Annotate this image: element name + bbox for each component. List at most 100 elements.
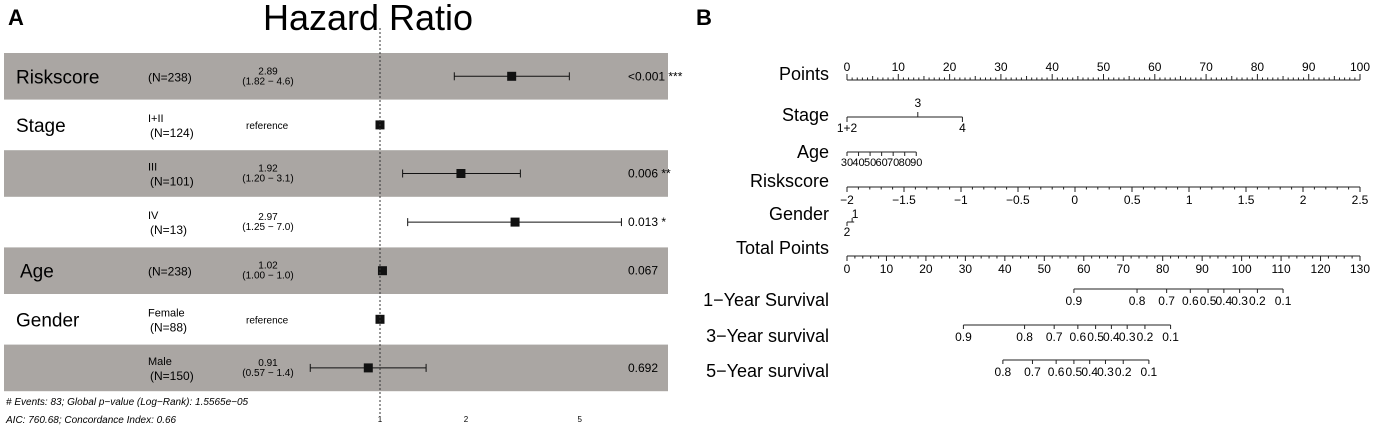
nomogram-scales: Points 0 10 20 30 40 50 60 70 80 90 100Stage1+234Ag…: [703, 60, 1370, 381]
forest-level-label: I+II: [148, 113, 164, 125]
nomogram-tick-label: 0: [844, 60, 851, 74]
nomogram-tick-label: 1: [1186, 193, 1193, 207]
forest-ci-label: (1.25 − 7.0): [242, 222, 293, 233]
nomogram-tick-label: 0.8: [1129, 294, 1146, 308]
nomogram-tick-label: 1.5: [1238, 193, 1255, 207]
nomogram-tick-label: 70: [887, 157, 899, 169]
nomogram-tick-label: 3: [914, 96, 921, 110]
forest-plot-panel: A Hazard Ratio Riskscore (N=238) 2.89(1.82…: [4, 0, 683, 426]
nomogram-tick-label: 80: [1156, 262, 1170, 276]
nomogram-tick-label: 0.3: [1119, 330, 1136, 344]
nomogram-tick-label: 0.3: [1097, 365, 1114, 379]
nomogram-tick-label: 0.1: [1275, 294, 1292, 308]
nomogram-tick-label: 80: [1251, 60, 1265, 74]
forest-row-shade: [4, 247, 668, 294]
nomogram-row-label: Total Points: [736, 238, 829, 258]
forest-ci-label: (0.57 − 1.4): [242, 368, 293, 379]
nomogram-tick-label: 30: [994, 60, 1008, 74]
nomogram-tick-label: 0.4: [1216, 294, 1233, 308]
nomogram-tick-label: 0.1: [1141, 365, 1158, 379]
nomogram-tick-label: 2: [1300, 193, 1307, 207]
forest-axis-tick-label: 1: [378, 415, 383, 424]
nomogram-tick-label: 0.5: [1200, 294, 1217, 308]
nomogram-tick-label: 0.1: [1162, 330, 1179, 344]
nomogram-tick-label: 60: [876, 157, 888, 169]
forest-level-label: Male: [148, 356, 172, 368]
nomogram-tick-label: 0.8: [995, 365, 1012, 379]
forest-footnote-events: # Events: 83; Global p−value (Log−Rank):…: [6, 397, 249, 408]
forest-ci-label: (1.82 − 4.6): [242, 76, 293, 87]
nomogram-tick-label: 90: [910, 157, 922, 169]
forest-p-value: <0.001 ***: [628, 69, 683, 83]
nomogram-tick-label: 2: [844, 225, 851, 239]
nomogram-row-label: Riskscore: [750, 171, 829, 191]
forest-row-shade: [4, 150, 668, 197]
nomogram-tick-label: 0.9: [955, 330, 972, 344]
nomogram-row-label: 3−Year survival: [706, 326, 829, 346]
nomogram-tick-label: 90: [1195, 262, 1209, 276]
nomogram-tick-label: 0.3: [1231, 294, 1248, 308]
nomogram-tick-label: 30: [959, 262, 973, 276]
nomogram-tick-label: 120: [1311, 262, 1331, 276]
nomogram-tick-label: 70: [1117, 262, 1131, 276]
forest-ci-label: (1.00 − 1.0): [242, 271, 293, 282]
forest-hr-label: 0.91: [258, 358, 278, 369]
forest-variable-label: Age: [20, 262, 54, 283]
forest-variable-label: Gender: [16, 310, 80, 331]
panel-b-label: B: [696, 5, 712, 30]
forest-level-label: Female: [148, 307, 185, 319]
nomogram-tick-label: 50: [864, 157, 876, 169]
nomogram-tick-label: 0.7: [1024, 365, 1041, 379]
nomogram-tick-label: 0.7: [1046, 330, 1063, 344]
nomogram-tick-label: 40: [1046, 60, 1060, 74]
nomogram-tick-label: 0.8: [1016, 330, 1033, 344]
nomogram-tick-label: 0.2: [1115, 365, 1132, 379]
nomogram-tick-label: −1: [954, 193, 968, 207]
nomogram-tick-label: 50: [1097, 60, 1111, 74]
forest-rows: Riskscore (N=238) 2.89(1.82 − 4.6) <0.001 *…: [4, 53, 683, 392]
forest-estimate-marker: [510, 217, 520, 227]
nomogram-tick-label: 1+2: [837, 121, 858, 135]
forest-n-label: (N=101): [150, 175, 194, 189]
forest-axis-tick-label: 5: [577, 415, 582, 424]
nomogram-tick-label: 0.5: [1066, 365, 1083, 379]
forest-variable-label: Riskscore: [16, 67, 99, 88]
nomogram-tick-label: 80: [899, 157, 911, 169]
nomogram-tick-label: 100: [1350, 60, 1370, 74]
nomogram-tick-label: 50: [1038, 262, 1052, 276]
nomogram-tick-label: 10: [892, 60, 906, 74]
forest-estimate-marker: [375, 314, 385, 324]
nomogram-tick-label: −0.5: [1006, 193, 1030, 207]
nomogram-tick-label: 0: [844, 262, 851, 276]
forest-estimate-marker: [377, 266, 387, 276]
nomogram-tick-label: 0.6: [1070, 330, 1087, 344]
nomogram-tick-label: 70: [1199, 60, 1213, 74]
nomogram-tick-label: 0.4: [1081, 365, 1098, 379]
forest-p-value: 0.692: [628, 361, 658, 375]
nomogram-tick-label: 4: [959, 121, 966, 135]
forest-level-label: IV: [148, 210, 159, 222]
forest-estimate-marker: [363, 363, 373, 373]
nomogram-tick-label: 0: [1071, 193, 1078, 207]
nomogram-tick-label: 2.5: [1352, 193, 1369, 207]
forest-axis-tick-label: 2: [464, 415, 469, 424]
nomogram-tick-label: 0.9: [1066, 294, 1083, 308]
panel-a-label: A: [8, 5, 24, 30]
nomogram-tick-label: 10: [880, 262, 894, 276]
forest-n-label: (N=150): [150, 369, 194, 383]
forest-variable-label: Stage: [16, 116, 66, 137]
nomogram-row-label: Gender: [769, 204, 829, 224]
forest-p-value: 0.006 **: [628, 167, 671, 181]
nomogram-tick-label: 0.6: [1182, 294, 1199, 308]
nomogram-panel: B Points 0 10 20 30 40 50 60 70 80 90 100Stage1+234…: [696, 5, 1370, 381]
forest-estimate-marker: [456, 169, 466, 178]
nomogram-tick-label: −1.5: [892, 193, 916, 207]
forest-p-value: 0.067: [628, 264, 658, 278]
forest-reference-label: reference: [246, 121, 289, 132]
nomogram-tick-label: 40: [852, 157, 864, 169]
forest-axis: 1 2 5: [378, 28, 582, 424]
nomogram-row-label: 1−Year Survival: [703, 290, 829, 310]
forest-hr-label: 1.92: [258, 164, 278, 175]
nomogram-tick-label: 1: [852, 207, 859, 221]
nomogram-row-label: Age: [797, 142, 829, 162]
